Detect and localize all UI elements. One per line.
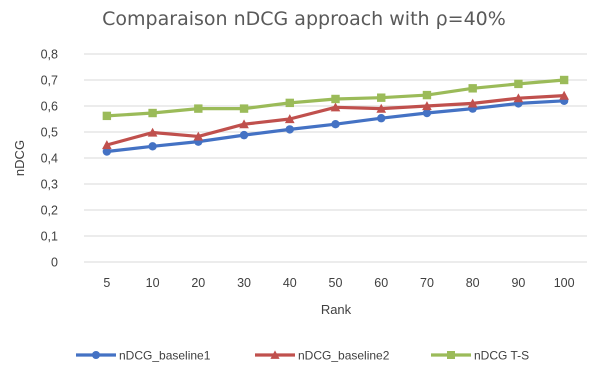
y-tick-label: 0,8 (41, 48, 58, 62)
y-tick-label: 0,5 (41, 126, 58, 140)
legend-item: nDCG_baseline2 (255, 349, 390, 363)
legend-label: nDCG_baseline2 (298, 349, 390, 363)
data-point (468, 84, 477, 93)
x-tick-label: 30 (237, 276, 251, 290)
data-point (422, 90, 432, 100)
data-point (422, 108, 432, 118)
legend-label: nDCG_baseline1 (119, 349, 211, 363)
y-tick-label: 0,3 (41, 178, 58, 192)
x-tick-label: 90 (511, 276, 525, 290)
data-point (102, 147, 112, 156)
y-tick-label: 0,2 (41, 204, 58, 218)
series-group (102, 75, 569, 156)
x-tick-label: 20 (191, 276, 205, 290)
data-point (513, 93, 524, 103)
data-point (422, 101, 432, 111)
x-tick-label: 70 (420, 276, 434, 290)
legend-marker (92, 351, 100, 359)
y-tick-label: 0 (51, 256, 58, 270)
data-point (559, 75, 569, 85)
x-tick-label: 60 (374, 276, 388, 290)
y-tick-label: 0,6 (41, 100, 58, 114)
x-tick-label: 50 (329, 276, 343, 290)
x-tick-label: 5 (103, 276, 110, 290)
data-point (467, 98, 478, 108)
data-point (559, 90, 569, 100)
data-point (330, 102, 341, 112)
data-point (284, 114, 295, 124)
x-tick-label: 10 (146, 276, 160, 290)
legend-marker (447, 351, 455, 359)
data-point (377, 114, 386, 123)
data-point (148, 108, 157, 118)
data-point (194, 104, 203, 113)
legend-item: nDCG_baseline1 (76, 349, 211, 363)
y-axis-ticks: 0 0,1 0,2 0,3 0,4 0,5 0,6 0,7 0,8 (41, 48, 58, 270)
data-point (239, 130, 249, 140)
legend-item: nDCG T-S (431, 349, 529, 363)
data-point (147, 127, 158, 137)
x-axis-label: Rank (321, 302, 352, 317)
data-point (239, 104, 249, 113)
x-tick-label: 40 (283, 276, 297, 290)
data-point (239, 119, 249, 129)
legend-marker (270, 350, 280, 359)
data-point (285, 98, 294, 108)
data-point (376, 103, 387, 113)
x-tick-label: 80 (466, 276, 480, 290)
data-point (148, 142, 157, 151)
y-tick-label: 0,1 (41, 230, 58, 244)
data-point (102, 140, 112, 150)
legend: nDCG_baseline1 nDCG_baseline2 nDCG T-S (76, 349, 529, 363)
y-axis-label: nDCG (12, 140, 27, 176)
gridlines (84, 53, 587, 263)
data-point (331, 94, 340, 104)
x-tick-label: 100 (554, 276, 575, 290)
series-3 (102, 75, 569, 121)
x-axis-ticks: 5 10 20 30 40 50 60 70 80 90 100 (103, 276, 574, 290)
data-point (193, 131, 204, 141)
data-point (377, 93, 386, 102)
chart-title: Comparaison nDCG approach with ρ=40% (102, 8, 506, 30)
data-point (285, 125, 294, 134)
y-tick-label: 0,4 (41, 152, 58, 166)
series-2 (102, 90, 569, 150)
y-tick-label: 0,7 (41, 74, 58, 88)
data-point (331, 120, 340, 129)
data-point (514, 79, 523, 89)
legend-label: nDCG T-S (474, 349, 529, 363)
data-point (102, 111, 112, 121)
